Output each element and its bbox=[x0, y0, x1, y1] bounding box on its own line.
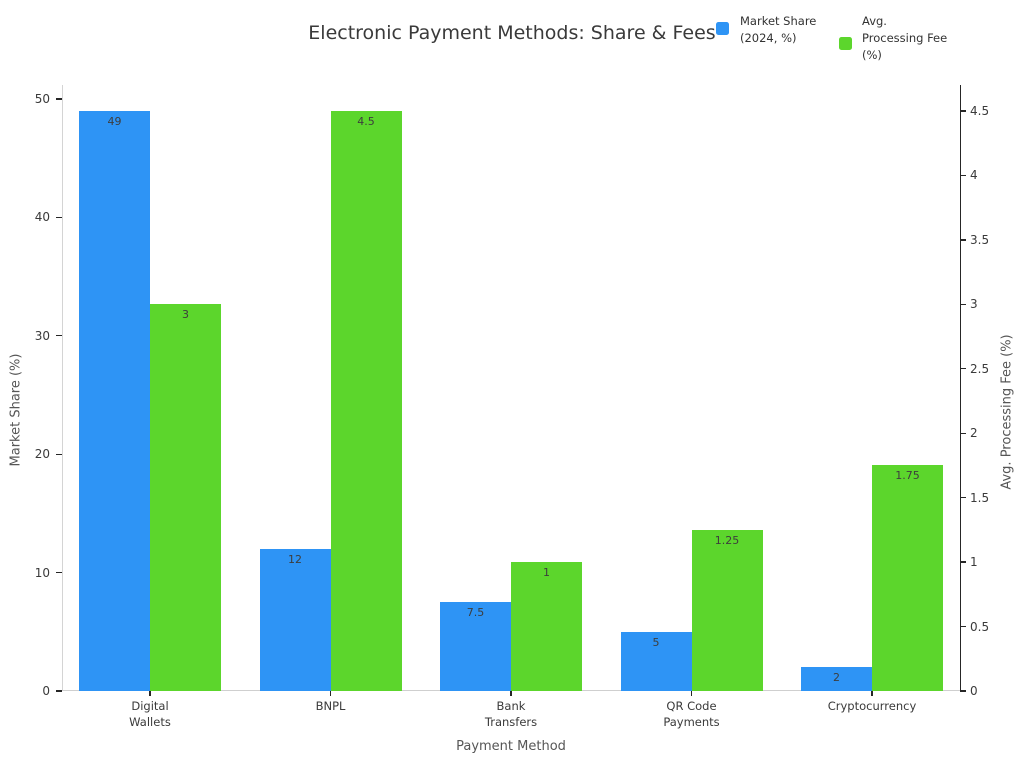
bar-market-share: 2 bbox=[801, 667, 872, 691]
y-tick-label-left: 20 bbox=[34, 447, 50, 462]
y-tick-mark-right bbox=[960, 110, 966, 112]
bar-value-label: 12 bbox=[288, 552, 302, 566]
y-tick-label-left: 0 bbox=[42, 684, 50, 698]
y-tick-label-left: 50 bbox=[34, 92, 50, 106]
bar-value-label: 4.5 bbox=[357, 115, 375, 128]
bar-value-label: 2 bbox=[833, 671, 840, 685]
y-tick-label-left: 30 bbox=[34, 328, 50, 343]
y-tick-mark-right bbox=[960, 496, 966, 499]
bar-value-label: 3 bbox=[182, 308, 189, 322]
bar-processing-fee: 1.75 bbox=[872, 465, 943, 691]
x-tick-label: QR Code Payments bbox=[663, 699, 720, 729]
y-tick-mark-right bbox=[960, 368, 966, 370]
bar-market-share: 7.5 bbox=[440, 602, 511, 691]
y-tick-label-right: 4 bbox=[970, 168, 978, 183]
bar-market-share: 5 bbox=[620, 631, 692, 691]
bar-processing-fee: 1.25 bbox=[691, 529, 763, 691]
y-tick-mark-right bbox=[960, 561, 966, 563]
bar-value-label: 5 bbox=[652, 635, 660, 649]
bar-value-label: 1.75 bbox=[895, 469, 920, 483]
y-tick-label-right: 1 bbox=[970, 555, 978, 570]
y-tick-label-right: 0 bbox=[970, 684, 978, 698]
y-tick-mark-left bbox=[56, 335, 62, 337]
bar-market-share: 49 bbox=[79, 110, 150, 691]
y-tick-mark-left bbox=[56, 571, 62, 574]
bar-processing-fee: 1 bbox=[511, 562, 582, 691]
bar-value-label: 1 bbox=[543, 566, 550, 580]
y-tick-label-right: 3 bbox=[970, 297, 978, 312]
plot-area: 0 10 20 30 40 50 0 0.5 1 1.5 2 2.5 3 3.5 4 4.5 Digital W… bbox=[35, 85, 989, 729]
y-tick-mark-right bbox=[960, 432, 966, 434]
x-axis-title: Payment Method bbox=[456, 739, 566, 754]
y-tick-label-right: 2 bbox=[970, 426, 978, 441]
legend-label-market-share: Market Share (2024, %) bbox=[740, 14, 817, 45]
legend-label-processing-fee: Avg. Processing Fee (%) bbox=[862, 14, 948, 62]
right-axis-spine bbox=[960, 85, 962, 691]
y-tick-label-right: 4.5 bbox=[970, 104, 990, 118]
x-tick-mark bbox=[329, 691, 332, 696]
x-tick-mark bbox=[871, 691, 873, 696]
y-tick-label-right: 1.5 bbox=[970, 490, 990, 505]
left-axis-spine bbox=[62, 85, 63, 691]
y-tick-mark-left bbox=[56, 453, 62, 455]
chart-title: Electronic Payment Methods: Share & Fees bbox=[308, 22, 716, 44]
right-axis-title: Avg. Processing Fee (%) bbox=[999, 334, 1015, 490]
x-tick-label: Digital Wallets bbox=[129, 699, 171, 729]
y-tick-mark-right bbox=[960, 303, 966, 306]
x-tick-label: BNPL bbox=[315, 699, 346, 713]
y-tick-mark-left bbox=[56, 216, 62, 219]
y-tick-label-left: 10 bbox=[34, 565, 50, 580]
y-tick-mark-left bbox=[56, 98, 62, 100]
legend-swatch-processing-fee bbox=[839, 37, 852, 50]
legend-swatch-market-share bbox=[716, 22, 729, 35]
bar-processing-fee: 4.5 bbox=[330, 111, 402, 691]
y-tick-label-right: 0.5 bbox=[970, 619, 990, 634]
y-tick-mark-right bbox=[960, 625, 966, 628]
x-tick-mark bbox=[510, 691, 512, 696]
y-tick-mark-right bbox=[960, 239, 966, 241]
y-tick-label-right: 3.5 bbox=[970, 232, 990, 247]
y-tick-mark-right bbox=[960, 174, 966, 177]
x-tick-label: Bank Transfers bbox=[484, 699, 538, 729]
y-tick-label-right: 2.5 bbox=[970, 361, 990, 376]
x-tick-label: Cryptocurrency bbox=[827, 699, 917, 713]
bar-market-share: 12 bbox=[259, 548, 331, 691]
bar-value-label: 1.25 bbox=[714, 533, 740, 547]
bar-value-label: 7.5 bbox=[466, 606, 485, 620]
bar-value-label: 49 bbox=[107, 114, 122, 128]
y-tick-mark-right bbox=[960, 690, 966, 692]
x-tick-mark bbox=[149, 691, 151, 696]
y-tick-label-left: 40 bbox=[34, 210, 50, 225]
y-tick-mark-left bbox=[56, 690, 62, 692]
bar-processing-fee: 3 bbox=[150, 304, 221, 691]
x-tick-mark bbox=[690, 691, 693, 696]
